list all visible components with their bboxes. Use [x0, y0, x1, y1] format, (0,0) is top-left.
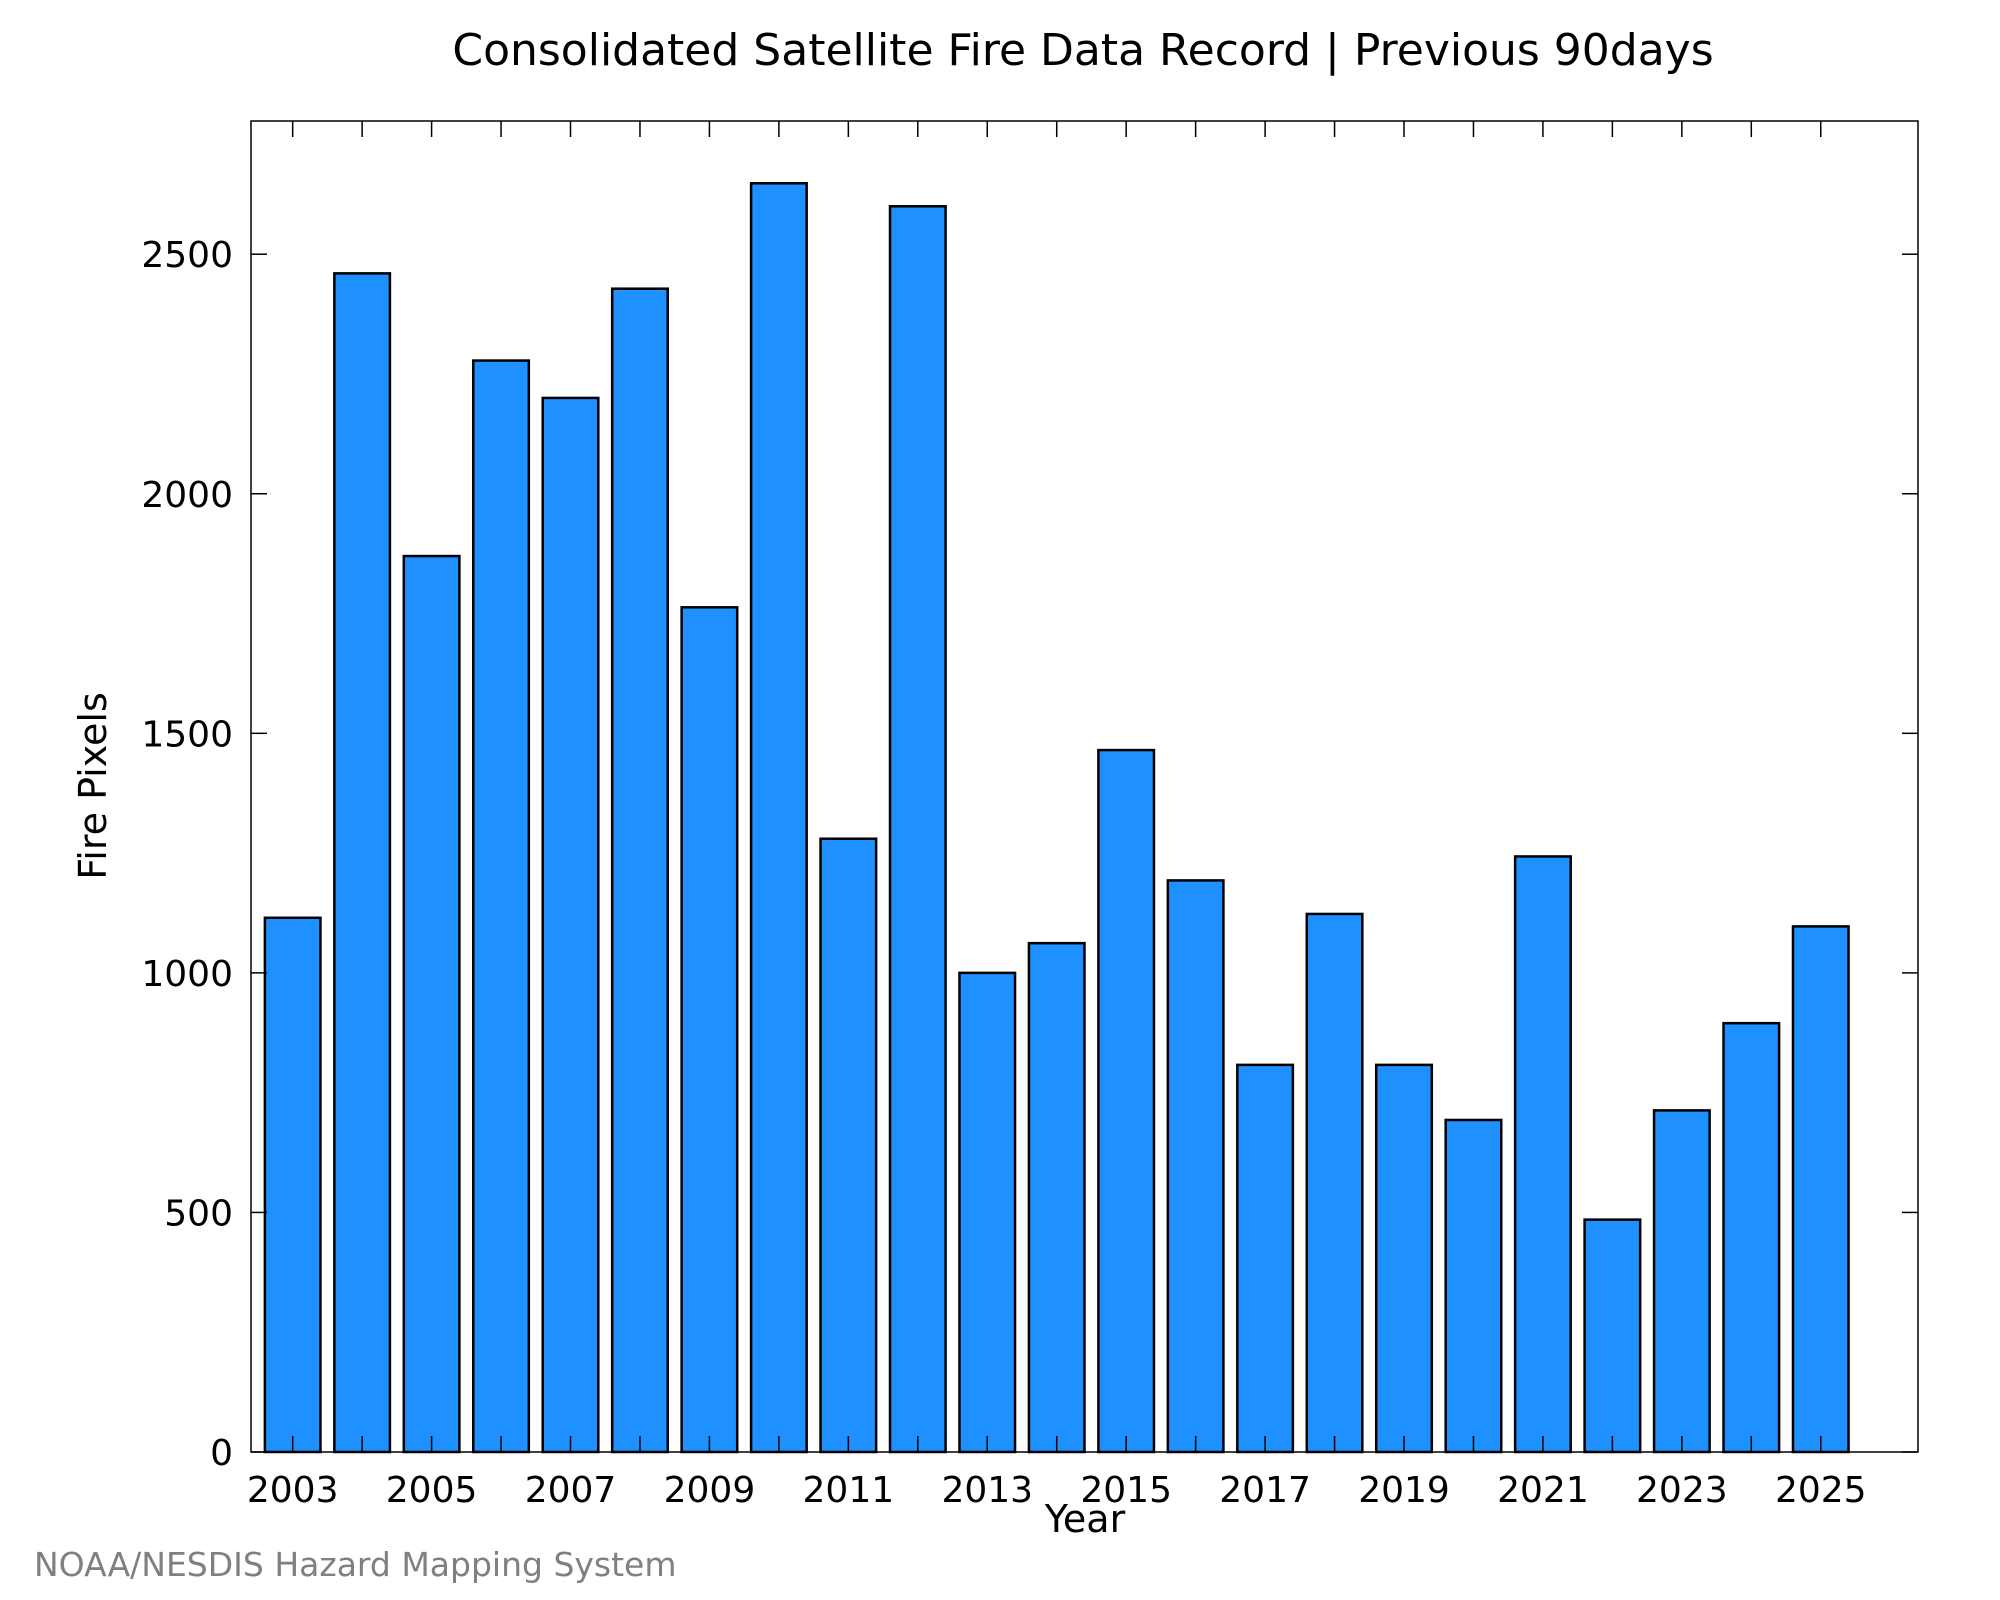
bar-2004: [333, 272, 392, 1454]
x-tick-label-2011: 2011: [803, 1470, 895, 1511]
bar-2025: [1791, 925, 1850, 1454]
x-tick-label-2023: 2023: [1636, 1470, 1728, 1511]
bar-2019: [1374, 1063, 1434, 1454]
bar-2013: [958, 971, 1017, 1454]
x-tick-label-2019: 2019: [1358, 1470, 1450, 1511]
bar-2016: [1166, 879, 1225, 1454]
ticks-layer: [251, 121, 1918, 1453]
credit-text: NOAA/NESDIS Hazard Mapping System: [34, 1545, 677, 1584]
chart-title: Consolidated Satellite Fire Data Record …: [452, 25, 1713, 76]
bar-2015: [1097, 748, 1156, 1454]
bar-2008: [610, 287, 670, 1454]
bar-2020: [1444, 1118, 1503, 1454]
x-tick-label-2007: 2007: [525, 1470, 617, 1511]
bar-2017: [1236, 1063, 1295, 1454]
x-tick-labels: 2003 2005 2007 2009 2011 2013 2015 2017 2019 2021…: [247, 1470, 1867, 1511]
bar-2012: [888, 205, 947, 1454]
y-axis-label: Fire Pixels: [71, 692, 115, 880]
y-tick-label-2000: 2000: [141, 475, 233, 516]
y-tick-label-1000: 1000: [141, 954, 233, 995]
bars-layer: [263, 182, 1850, 1454]
y-tick-label-0: 0: [210, 1433, 233, 1474]
bar-2018: [1305, 912, 1364, 1454]
bar-2010: [749, 182, 808, 1454]
x-tick-label-2025: 2025: [1775, 1470, 1867, 1511]
y-tick-label-1500: 1500: [141, 714, 233, 755]
x-tick-label-2009: 2009: [664, 1470, 756, 1511]
y-tick-labels: 0 500 1000 1500 2000 2500: [141, 235, 233, 1474]
bar-2023: [1652, 1109, 1711, 1454]
x-tick-label-2013: 2013: [941, 1470, 1033, 1511]
bar-2005: [402, 554, 461, 1454]
x-tick-label-2021: 2021: [1497, 1470, 1589, 1511]
x-tick-label-2017: 2017: [1219, 1470, 1311, 1511]
x-tick-label-2003: 2003: [247, 1470, 339, 1511]
y-tick-label-500: 500: [164, 1193, 233, 1234]
x-tick-label-2015: 2015: [1080, 1470, 1172, 1511]
bar-2021: [1513, 855, 1572, 1454]
bar-2006: [472, 359, 531, 1454]
bar-2007: [541, 396, 600, 1454]
bar-2022: [1583, 1218, 1642, 1454]
y-tick-label-2500: 2500: [141, 235, 233, 276]
x-axis-label: Year: [1044, 1497, 1126, 1541]
bar-2009: [680, 606, 739, 1454]
bar-2011: [819, 837, 878, 1454]
bar-2003: [263, 916, 322, 1454]
x-tick-label-2005: 2005: [386, 1470, 478, 1511]
bar-2024: [1722, 1021, 1781, 1454]
bar-2014: [1027, 941, 1086, 1454]
plot-frame: [250, 120, 1919, 1453]
